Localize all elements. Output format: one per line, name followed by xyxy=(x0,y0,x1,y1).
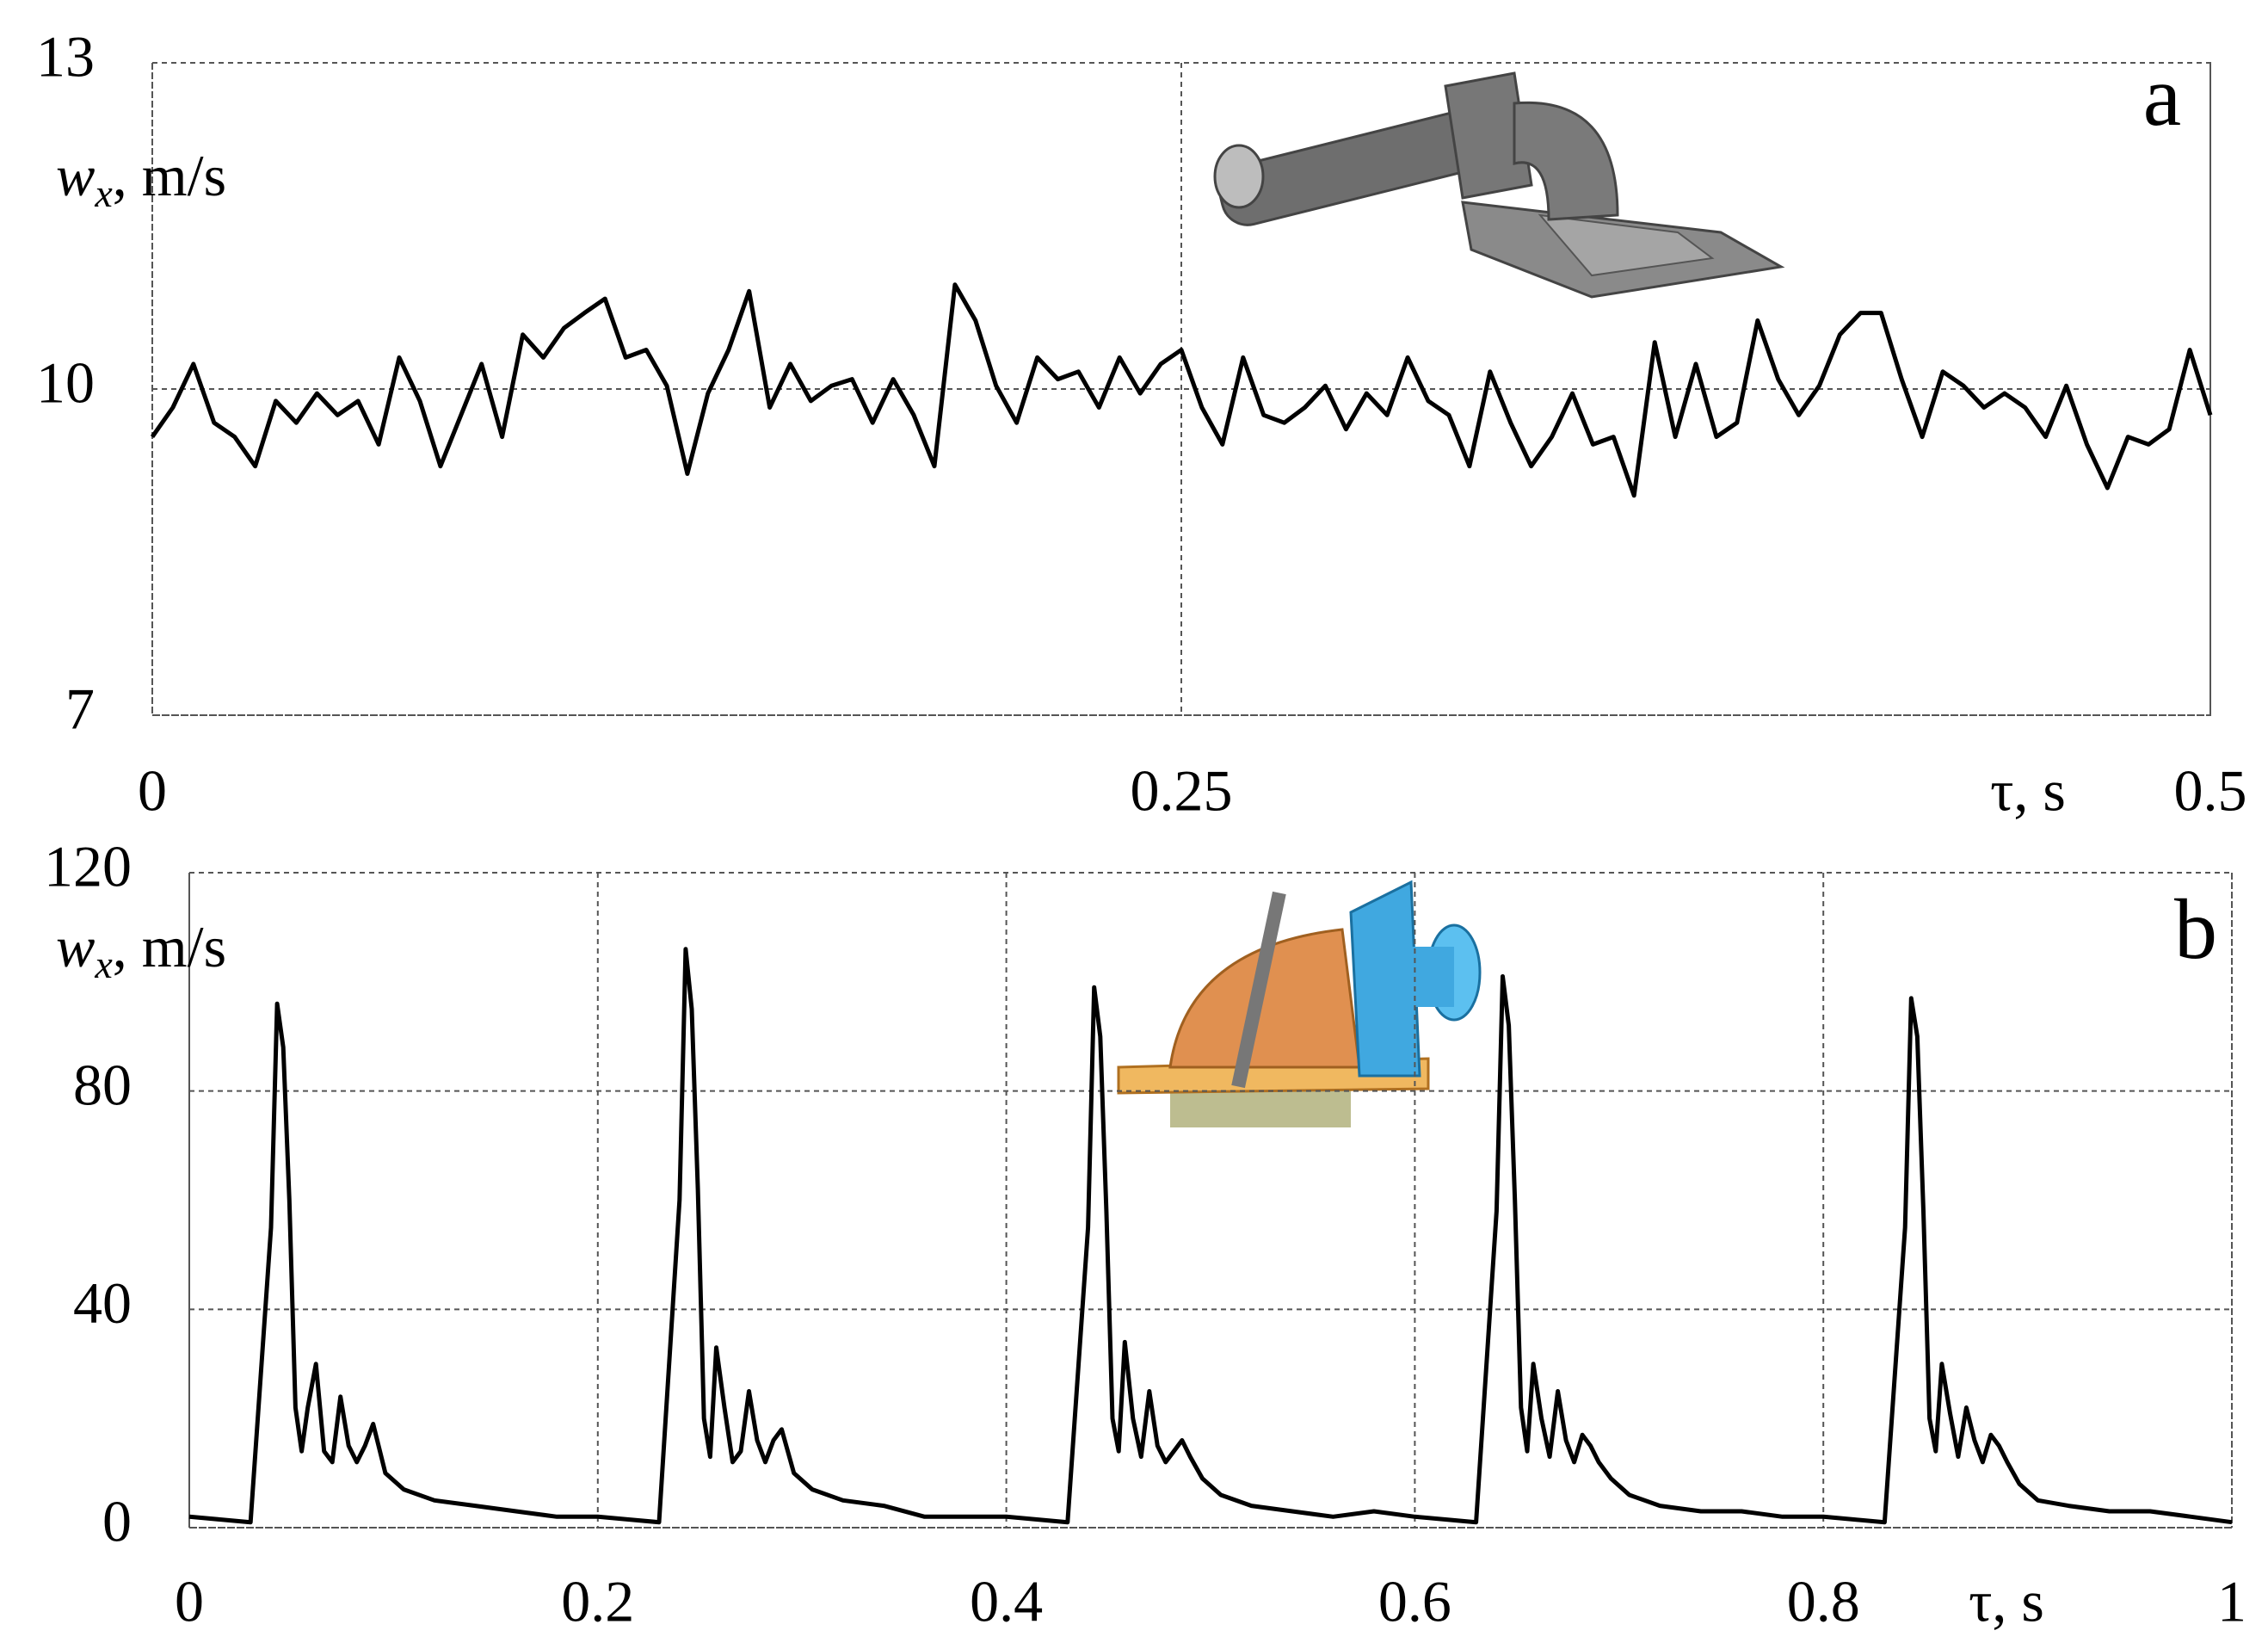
y-tick-label: 120 xyxy=(44,834,132,899)
y-tick-label: 80 xyxy=(73,1052,132,1117)
y-label-symbol: w xyxy=(56,914,95,979)
panel-label: a xyxy=(2143,48,2181,144)
data-line xyxy=(150,282,2213,498)
x-tick-label: 1 xyxy=(2217,1569,2246,1634)
panel-label: b xyxy=(2174,881,2217,977)
x-tick-label: 0.6 xyxy=(1378,1569,1451,1634)
y-tick-label: 0 xyxy=(102,1489,132,1554)
y-axis-label: wx, m/s xyxy=(56,143,226,215)
y-label-unit: , m/s xyxy=(113,914,226,979)
pipe-illustration-a xyxy=(1213,71,1785,299)
x-tick-label: 0.25 xyxy=(1131,758,1233,824)
y-label-unit: , m/s xyxy=(113,143,226,208)
y-tick-label: 7 xyxy=(65,676,95,742)
y-tick-label: 40 xyxy=(73,1270,132,1336)
y-label-symbol: w xyxy=(56,143,95,208)
plot-frame xyxy=(188,872,2233,1529)
y-axis-label: wx, m/s xyxy=(56,914,226,986)
x-tick-label: 0 xyxy=(138,758,167,824)
valve-illustration-b xyxy=(1117,880,1482,1127)
x-axis-label: τ, s xyxy=(1969,1569,2044,1634)
data-line xyxy=(188,947,2233,1525)
y-tick-label: 13 xyxy=(36,24,95,90)
x-axis-label: τ, s xyxy=(1990,758,2066,824)
y-label-subscript: x xyxy=(94,171,113,215)
x-tick-label: 0.8 xyxy=(1787,1569,1860,1634)
y-tick-label: 10 xyxy=(36,350,95,416)
x-tick-label: 0 xyxy=(175,1569,204,1634)
x-tick-label: 0.2 xyxy=(561,1569,634,1634)
y-label-subscript: x xyxy=(94,942,113,986)
x-tick-label: 0.5 xyxy=(2174,758,2247,824)
x-tick-label: 0.4 xyxy=(970,1569,1043,1634)
